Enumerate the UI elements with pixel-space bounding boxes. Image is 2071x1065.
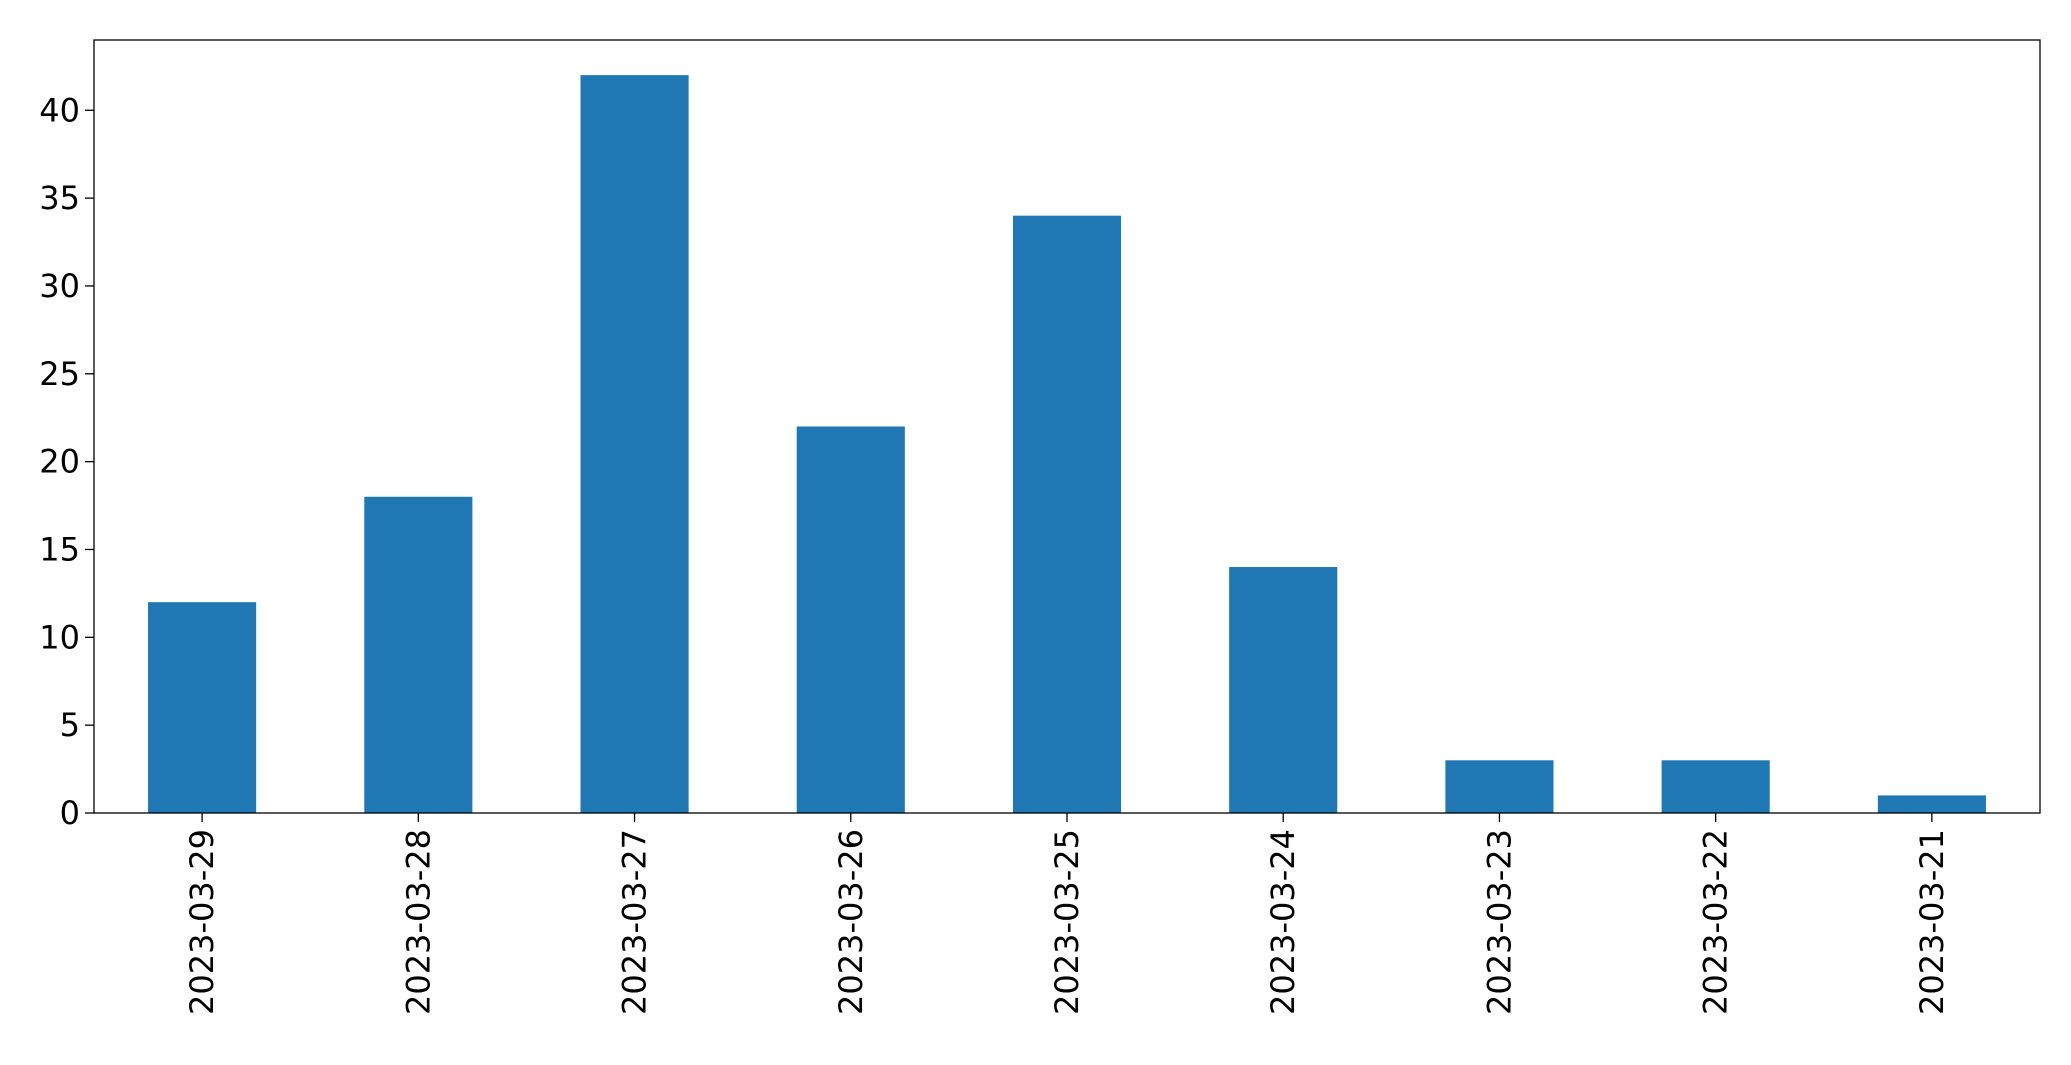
x-tick-label: 2023-03-24: [1264, 829, 1302, 1015]
y-tick-label: 0: [60, 794, 80, 832]
y-axis: 0 5 10 15 20 25 30 35 40: [39, 91, 94, 832]
bar-2023-03-29: [148, 602, 257, 813]
bar-2023-03-21: [1877, 795, 1986, 813]
bar-2023-03-23: [1445, 760, 1554, 813]
y-tick-label: 25: [39, 355, 80, 393]
x-tick-label: 2023-03-23: [1480, 829, 1518, 1015]
bar-2023-03-28: [364, 496, 473, 813]
bar-2023-03-25: [1012, 215, 1122, 813]
bar-2023-03-22: [1661, 760, 1770, 813]
y-tick-label: 30: [39, 267, 80, 305]
y-tick-label: 20: [39, 443, 80, 481]
x-tick-label: 2023-03-21: [1913, 829, 1951, 1015]
plot-area-frame: [93, 39, 2041, 814]
x-axis: 2023-03-29 2023-03-28 2023-03-27 2023-03-26…: [183, 813, 1951, 1015]
x-tick-label: 2023-03-25: [1048, 829, 1086, 1015]
y-tick-label: 5: [60, 706, 80, 744]
x-tick-label: 2023-03-28: [399, 829, 437, 1015]
bars: [148, 75, 1986, 814]
x-tick-label: 2023-03-22: [1697, 829, 1735, 1015]
y-tick-label: 15: [39, 530, 80, 568]
y-tick-label: 35: [39, 179, 80, 217]
y-tick-label: 10: [39, 618, 80, 656]
bar-2023-03-27: [580, 75, 689, 814]
x-tick-label: 2023-03-27: [616, 829, 654, 1015]
x-tick-label: 2023-03-26: [832, 829, 870, 1015]
y-tick-label: 40: [39, 91, 80, 129]
bar-2023-03-24: [1229, 567, 1338, 813]
bar-2023-03-26: [796, 426, 905, 813]
x-tick-label: 2023-03-29: [183, 829, 221, 1015]
